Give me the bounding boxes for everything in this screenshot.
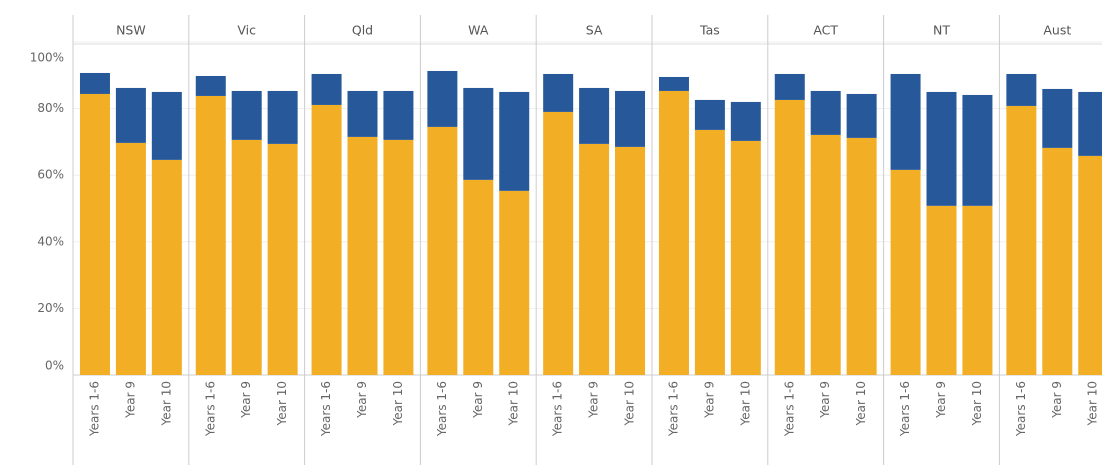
bar-segment <box>1078 155 1102 375</box>
bar-segment <box>463 179 494 375</box>
bar-segment <box>890 73 921 170</box>
x-tick-label: Years 1-6 <box>435 381 449 437</box>
x-tick-label: Year 10 <box>623 381 637 427</box>
bar-segment <box>658 90 689 376</box>
bar-segment <box>267 143 298 375</box>
facet-title: NSW <box>116 23 146 38</box>
bar-segment <box>151 159 182 375</box>
bar-segment <box>499 91 530 191</box>
bar-segment <box>1042 88 1073 148</box>
bar-segment <box>694 99 725 130</box>
x-tick-label: Years 1-6 <box>666 381 680 437</box>
x-tick-label: Year 10 <box>275 381 289 427</box>
bar-segment <box>115 142 146 375</box>
bar-segment <box>463 87 494 180</box>
bar-segment <box>427 126 458 375</box>
x-tick-label: Years 1-6 <box>898 381 912 437</box>
x-tick-label: Years 1-6 <box>1014 381 1028 437</box>
y-tick-label: 20% <box>37 301 64 315</box>
facet-title: Vic <box>237 23 256 38</box>
bar-segment <box>730 140 761 375</box>
bar-segment <box>311 73 342 105</box>
bar-segment <box>1006 73 1037 106</box>
x-tick-label: Year 9 <box>239 381 253 419</box>
facet-title: ACT <box>813 23 838 38</box>
bar-segment <box>195 75 226 96</box>
bar-segment <box>543 73 574 112</box>
bar-segment <box>774 73 805 100</box>
facet-title: Tas <box>699 23 720 38</box>
x-tick-label: Year 10 <box>854 381 868 427</box>
bar-segment <box>231 139 262 375</box>
x-tick-label: Year 9 <box>702 381 716 419</box>
x-tick-label: Years 1-6 <box>203 381 217 437</box>
x-tick-label: Year 10 <box>970 381 984 427</box>
y-tick-label: 60% <box>37 168 64 182</box>
bar-segment <box>962 94 993 206</box>
bar-segment <box>846 93 877 138</box>
facet-title: SA <box>586 23 603 38</box>
x-tick-label: Year 9 <box>587 381 601 419</box>
x-tick-label: Year 9 <box>355 381 369 419</box>
y-tick-label: 100% <box>30 51 64 65</box>
x-tick-label: Year 9 <box>123 381 137 419</box>
bar-segment <box>195 95 226 376</box>
bar-segment <box>774 99 805 375</box>
bar-segment <box>890 169 921 375</box>
facet-title: WA <box>468 23 489 38</box>
y-tick-label: 40% <box>37 234 64 248</box>
x-tick-label: Year 10 <box>1086 381 1100 427</box>
bar-segment <box>1078 91 1102 156</box>
y-tick-label: 0% <box>45 359 64 373</box>
bar-segment <box>1006 105 1037 375</box>
bar-segment <box>579 143 610 375</box>
x-tick-label: Years 1-6 <box>87 381 101 437</box>
bar-segment <box>926 205 957 375</box>
bar-segment <box>615 90 646 147</box>
facet-title: Qld <box>352 23 373 38</box>
y-tick-label: 80% <box>37 101 64 115</box>
x-tick-label: Year 10 <box>738 381 752 427</box>
bar-segment <box>151 91 182 160</box>
bar-segment <box>810 134 841 375</box>
bar-segment <box>926 91 957 206</box>
bar-segment <box>79 93 110 375</box>
facet-title: Aust <box>1043 23 1071 38</box>
bar-segment <box>730 101 761 141</box>
bar-segment <box>1042 147 1073 375</box>
bar-segment <box>267 90 298 144</box>
x-tick-label: Year 9 <box>818 381 832 419</box>
bar-segment <box>79 72 110 94</box>
x-tick-label: Year 9 <box>1050 381 1064 419</box>
x-tick-label: Years 1-6 <box>551 381 565 437</box>
bar-segment <box>846 137 877 375</box>
x-tick-label: Year 10 <box>159 381 173 427</box>
x-tick-label: Year 10 <box>507 381 521 427</box>
bar-segment <box>810 90 841 135</box>
bar-segment <box>347 90 378 137</box>
facet-title: NT <box>933 23 950 38</box>
bar-segment <box>427 70 458 127</box>
x-tick-label: Years 1-6 <box>782 381 796 437</box>
bar-segment <box>658 76 689 91</box>
bar-segment <box>383 90 414 140</box>
x-tick-label: Years 1-6 <box>319 381 333 437</box>
bar-segment <box>579 87 610 144</box>
bar-segment <box>694 129 725 375</box>
bar-segment <box>347 136 378 375</box>
x-tick-label: Year 9 <box>471 381 485 419</box>
bar-segment <box>615 146 646 375</box>
bar-segment <box>231 90 262 140</box>
x-tick-label: Year 9 <box>934 381 948 419</box>
bar-segment <box>115 87 146 143</box>
bar-segment <box>383 139 414 375</box>
bar-segment <box>311 104 342 375</box>
bar-segment <box>499 190 530 375</box>
x-tick-label: Year 10 <box>391 381 405 427</box>
bar-segment <box>962 205 993 375</box>
bar-segment <box>543 111 574 376</box>
